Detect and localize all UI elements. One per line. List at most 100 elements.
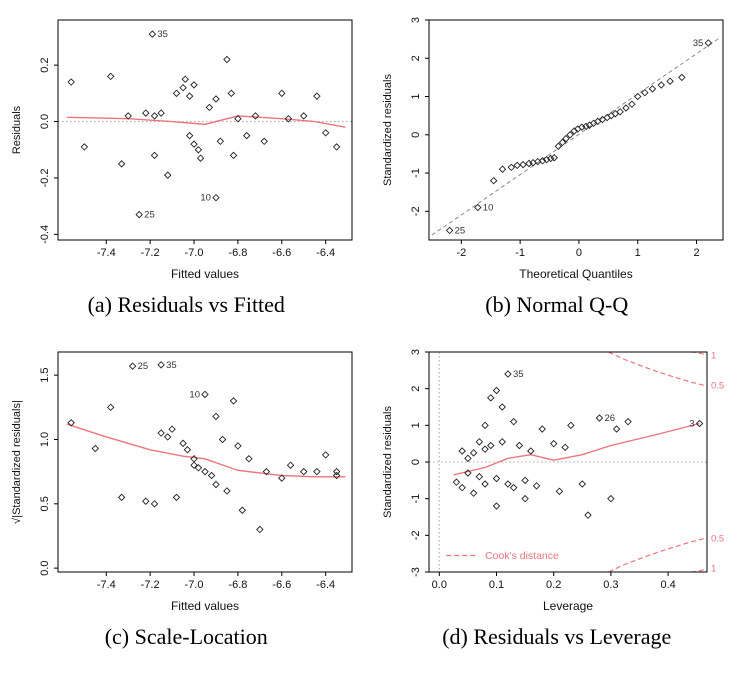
data-point [498, 438, 506, 446]
y-tick-label: 2 [410, 386, 422, 392]
y-tick-label: 0.0 [39, 114, 51, 129]
data-point [469, 489, 478, 497]
data-point [526, 447, 535, 455]
data-point [554, 142, 562, 150]
plot-box [428, 19, 724, 241]
data-point [463, 469, 472, 477]
data-point [313, 467, 321, 476]
data-point [190, 461, 199, 469]
data-point [227, 89, 236, 98]
data-point [245, 455, 253, 463]
data-point [538, 157, 546, 165]
smoother-line [66, 423, 346, 478]
data-point [212, 480, 220, 489]
data-point [223, 55, 231, 64]
data-point [481, 480, 489, 488]
data-point [333, 471, 341, 480]
data-point [278, 474, 286, 482]
x-axis-title: Leverage [543, 599, 593, 613]
data-point [677, 73, 686, 82]
data-point [234, 442, 242, 450]
x-tick-label: -7.4 [97, 247, 116, 259]
data-point [300, 112, 308, 120]
data-point-labeled [157, 361, 166, 369]
data-point [515, 441, 523, 450]
cook-contour-label: 0.5 [711, 533, 724, 544]
data-point [607, 111, 615, 120]
data-point [107, 72, 115, 81]
data-point [481, 421, 489, 430]
data-point [452, 478, 460, 486]
y-tick-label: 0.5 [39, 496, 51, 511]
y-axis-title: √|Standardized residuals| [11, 400, 23, 524]
data-point [584, 511, 592, 519]
data-point [181, 75, 190, 83]
data-point [230, 397, 238, 405]
data-point [322, 451, 330, 459]
x-tick-label: -1 [515, 247, 525, 259]
data-point [549, 439, 558, 448]
data-point [168, 425, 177, 433]
y-tick-label: 1 [410, 422, 422, 428]
y-axis-title: Residuals [11, 105, 23, 154]
x-tick-label: -2 [456, 247, 466, 259]
x-tick-label: 0.3 [603, 579, 618, 591]
x-tick-label: 0 [576, 247, 582, 259]
data-point [612, 425, 621, 433]
data-point [492, 502, 500, 510]
data-point [555, 487, 563, 496]
data-point [481, 445, 489, 453]
data-point [475, 438, 483, 446]
data-point [322, 129, 330, 137]
chart-residuals-vs-fitted: 35 25 10 -7.4 -7.2 -7.0 -6.8 -6.6 -6.4 -0.4 -0.2 0.… [8, 8, 365, 288]
data-point [606, 494, 615, 503]
data-point [486, 394, 495, 402]
panel-scale-location: 25 35 10 -7.4 -7.2 -7.0 -6.8 -6.6 -6.4 0.0 0.5 1.0 1… [8, 340, 365, 650]
data-point [208, 471, 216, 480]
x-tick-label: -6.8 [229, 247, 248, 259]
data-point [648, 85, 656, 93]
y-tick-label: -1 [410, 168, 422, 178]
point-label: 35 [692, 38, 703, 49]
y-tick-label: 0 [410, 459, 422, 465]
cook-legend-label: Cook's distance [485, 550, 559, 562]
data-point [230, 151, 238, 160]
caption-residuals-vs-fitted: (a) Residuals vs Fitted [87, 292, 285, 317]
data-point [486, 441, 495, 450]
y-tick-label: 1 [410, 93, 422, 99]
data-point [164, 433, 172, 441]
point-label: 10 [483, 202, 494, 213]
data-point-labeled [695, 419, 704, 428]
data-point [80, 143, 89, 151]
data-point-labeled [129, 362, 137, 370]
data-point [164, 171, 172, 179]
x-axis-title: Theoretical Quantiles [519, 267, 632, 281]
data-point [621, 104, 630, 112]
x-tick-label: -6.4 [316, 247, 335, 259]
data-point [546, 154, 555, 163]
data-point-labeled [201, 390, 209, 399]
x-tick-label: -7.0 [185, 579, 204, 591]
data-point [234, 114, 242, 123]
x-tick-label: -7.4 [97, 579, 116, 591]
x-tick-label: -7.2 [141, 579, 160, 591]
chart-scale-location: 25 35 10 -7.4 -7.2 -7.0 -6.8 -6.6 -6.4 0.0 0.5 1.0 1… [8, 340, 365, 620]
data-point [190, 81, 199, 89]
smoother-line [453, 422, 700, 476]
point-label: 3 [689, 419, 694, 430]
data-point [657, 81, 665, 89]
data-point [566, 421, 575, 430]
x-tick-label: 0.0 [431, 579, 446, 591]
point-label: 35 [513, 369, 524, 380]
data-point [509, 483, 518, 492]
data-point-labeled [595, 414, 603, 422]
y-tick-label: -1 [410, 494, 422, 504]
data-point [197, 154, 205, 162]
data-point-labeled [135, 210, 144, 219]
x-axis-title: Fitted values [171, 267, 239, 281]
cook-contour-line [608, 351, 706, 387]
data-point-labeled [148, 30, 157, 38]
point-label: 10 [190, 389, 201, 400]
data-point [186, 131, 194, 140]
data-point [278, 89, 286, 98]
